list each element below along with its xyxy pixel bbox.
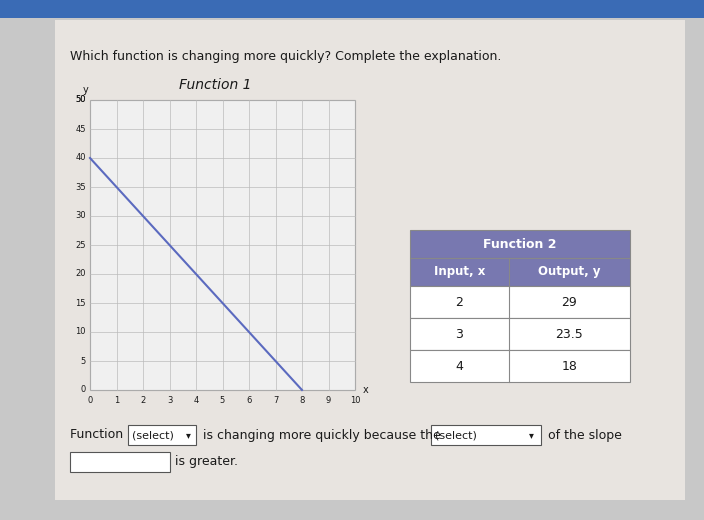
Text: is greater.: is greater. <box>175 456 238 469</box>
Text: 0: 0 <box>81 385 86 395</box>
Text: Function 2: Function 2 <box>483 238 557 251</box>
Text: is changing more quickly because the: is changing more quickly because the <box>199 428 445 441</box>
Bar <box>410 230 630 258</box>
Text: 10: 10 <box>350 396 360 405</box>
Text: (select): (select) <box>132 430 174 440</box>
Text: 4: 4 <box>194 396 199 405</box>
Text: 50: 50 <box>75 96 86 105</box>
Text: 23.5: 23.5 <box>555 328 584 341</box>
Bar <box>55 20 685 500</box>
Bar <box>90 100 355 390</box>
Text: 35: 35 <box>75 183 86 191</box>
Text: Input, x: Input, x <box>434 266 485 279</box>
Bar <box>0 0 704 18</box>
Text: 2: 2 <box>455 295 463 308</box>
Text: ▾: ▾ <box>186 430 191 440</box>
Text: ▾: ▾ <box>529 430 534 440</box>
Text: 30: 30 <box>75 212 86 220</box>
Text: 4: 4 <box>455 359 463 372</box>
Bar <box>70 452 170 472</box>
Bar <box>410 286 630 318</box>
Text: 15: 15 <box>75 298 86 307</box>
Bar <box>410 318 630 350</box>
Text: Function 1: Function 1 <box>179 78 251 92</box>
Bar <box>128 425 196 445</box>
Text: of the slope: of the slope <box>544 428 622 441</box>
Text: x: x <box>363 385 369 395</box>
Text: 6: 6 <box>246 396 252 405</box>
Text: 2: 2 <box>140 396 146 405</box>
Text: 3: 3 <box>455 328 463 341</box>
Text: 20: 20 <box>75 269 86 279</box>
Text: 29: 29 <box>562 295 577 308</box>
Bar <box>410 258 630 286</box>
Text: 18: 18 <box>562 359 577 372</box>
Text: 1: 1 <box>114 396 119 405</box>
Text: y: y <box>83 85 89 95</box>
Text: 5: 5 <box>81 357 86 366</box>
Text: Function: Function <box>70 428 127 441</box>
Text: 50: 50 <box>75 96 86 105</box>
Text: 40: 40 <box>75 153 86 162</box>
Text: 25: 25 <box>75 240 86 250</box>
Text: 9: 9 <box>326 396 331 405</box>
Text: 3: 3 <box>167 396 172 405</box>
Text: Which function is changing more quickly? Complete the explanation.: Which function is changing more quickly?… <box>70 50 501 63</box>
Bar <box>431 425 541 445</box>
Text: 0: 0 <box>87 396 93 405</box>
Text: 8: 8 <box>299 396 305 405</box>
Text: 10: 10 <box>75 328 86 336</box>
Text: (select): (select) <box>435 430 477 440</box>
Text: 7: 7 <box>273 396 278 405</box>
Text: Output, y: Output, y <box>539 266 601 279</box>
Bar <box>410 350 630 382</box>
Text: 5: 5 <box>220 396 225 405</box>
Text: 45: 45 <box>75 124 86 134</box>
